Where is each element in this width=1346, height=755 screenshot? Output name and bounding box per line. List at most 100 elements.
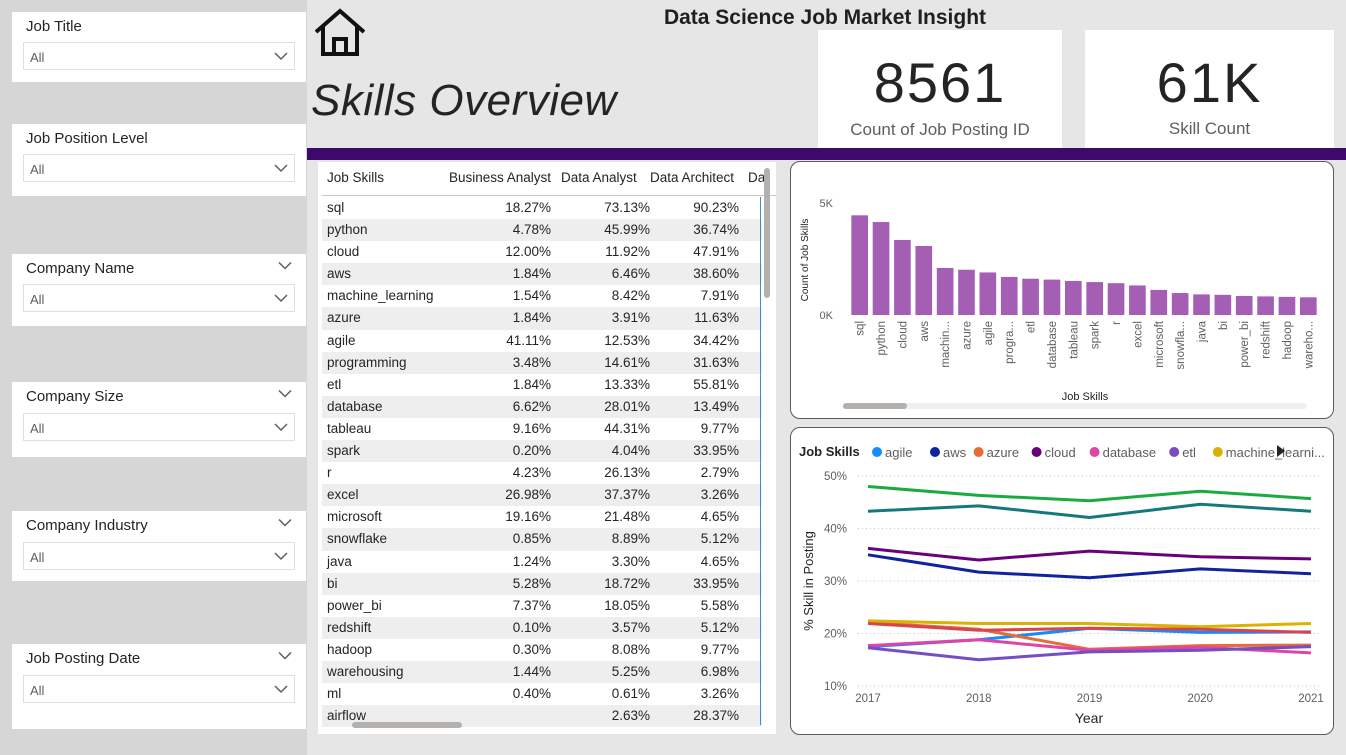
table-row[interactable]: ml 0.40% 0.61% 3.26% [322, 683, 762, 705]
table-row[interactable]: excel 26.98% 37.37% 3.26% [322, 484, 762, 507]
legend-item[interactable]: aws [943, 445, 967, 460]
slicer-company-size[interactable]: Company Size All [12, 382, 306, 457]
series-line[interactable] [867, 645, 1312, 662]
collapse-chevron-icon[interactable] [278, 260, 292, 272]
column-header[interactable]: Job Skills [327, 170, 385, 185]
job-posting-date-dropdown[interactable]: All [23, 675, 295, 703]
table-row[interactable]: python 4.78% 45.99% 36.74% [322, 219, 762, 242]
legend-item[interactable]: agile [885, 445, 912, 460]
collapse-chevron-icon[interactable] [278, 517, 292, 529]
table-row[interactable]: azure 1.84% 3.91% 11.63% [322, 307, 762, 330]
vertical-scrollbar[interactable] [764, 168, 770, 298]
bar[interactable] [1043, 279, 1061, 315]
company-industry-dropdown[interactable]: All [23, 542, 295, 570]
bar[interactable] [1214, 294, 1232, 315]
table-row[interactable]: redshift 0.10% 3.57% 5.12% [322, 616, 762, 639]
collapse-chevron-icon[interactable] [278, 650, 292, 662]
bar[interactable] [872, 222, 890, 315]
y-tick-label: 5K [820, 198, 834, 210]
bar[interactable] [979, 272, 997, 315]
series-line[interactable] [867, 485, 1312, 503]
table-row[interactable]: programming 3.48% 14.61% 31.63% [322, 351, 762, 374]
bar[interactable] [1235, 295, 1253, 315]
series-line[interactable] [867, 546, 1312, 562]
bar[interactable] [958, 269, 975, 315]
company-size-dropdown[interactable]: All [23, 413, 295, 441]
column-header[interactable]: Da [748, 170, 766, 185]
percentage-cell: 1.84% [512, 376, 551, 392]
legend-item[interactable]: database [1103, 445, 1157, 460]
slicer-job-title[interactable]: Job Title All [12, 12, 306, 82]
table-row[interactable]: spark 0.20% 4.04% 33.95% [322, 440, 762, 463]
table-row[interactable]: java 1.24% 3.30% 4.65% [322, 551, 762, 573]
table-row[interactable]: machine_learning 1.54% 8.42% 7.91% [322, 285, 762, 307]
bar[interactable] [1022, 278, 1039, 315]
series-line[interactable] [867, 619, 1312, 629]
legend-item[interactable]: etl [1182, 445, 1196, 460]
bar[interactable] [1257, 296, 1274, 315]
skill-count-bar-chart[interactable]: Count of Job Skills 0K 5K sql python cloud a… [790, 161, 1334, 419]
slicer-job-posting-date[interactable]: Job Posting Date All [12, 644, 306, 729]
table-row[interactable]: snowflake 0.85% 8.89% 5.12% [322, 528, 762, 551]
skill-name-cell: cloud [327, 244, 360, 260]
collapse-chevron-icon[interactable] [278, 388, 292, 400]
table-row[interactable]: warehousing 1.44% 5.25% 6.98% [322, 660, 762, 684]
column-header[interactable]: Business Analyst [449, 170, 552, 185]
table-row[interactable]: cloud 12.00% 11.92% 47.91% [322, 241, 762, 263]
bar[interactable] [894, 239, 911, 315]
bar[interactable] [915, 246, 933, 315]
skill-trend-line-chart[interactable]: Job Skills agile aws azure cloud database etl… [790, 427, 1334, 735]
legend-next-arrow-icon[interactable] [1277, 445, 1285, 457]
legend-item[interactable]: azure [987, 445, 1020, 460]
bar[interactable] [1193, 294, 1210, 315]
table-row[interactable]: etl 1.84% 13.33% 55.81% [322, 374, 762, 396]
bar[interactable] [936, 267, 954, 315]
column-header[interactable]: Data Analyst [561, 170, 637, 185]
y-tick-label: 0K [820, 310, 834, 322]
percentage-cell: 4.04% [611, 443, 650, 459]
legend-item[interactable]: machine_learni... [1226, 445, 1325, 460]
bar[interactable] [1129, 285, 1146, 315]
series-line[interactable] [867, 553, 1312, 580]
slicer-job-position-level[interactable]: Job Position Level All [12, 124, 306, 196]
home-icon[interactable] [312, 6, 368, 58]
table-row[interactable]: database 6.62% 28.01% 13.49% [322, 395, 762, 418]
skills-matrix-table[interactable]: Job Skills Business Analyst Data Analyst… [318, 162, 776, 734]
bar[interactable] [1150, 289, 1168, 315]
slicer-company-industry[interactable]: Company Industry All [12, 511, 306, 581]
bar[interactable] [851, 215, 869, 315]
table-row[interactable]: microsoft 19.16% 21.48% 4.65% [322, 506, 762, 528]
dashboard-title: Data Science Job Market Insight [663, 6, 987, 29]
table-row[interactable]: agile 41.11% 12.53% 34.42% [322, 330, 762, 352]
bar[interactable] [1000, 276, 1018, 315]
column-header[interactable]: Data Architect [650, 170, 735, 185]
job-title-dropdown[interactable]: All [23, 42, 295, 70]
slicer-company-name[interactable]: Company Name All [12, 254, 306, 326]
table-row[interactable]: bi 5.28% 18.72% 33.95% [322, 572, 762, 595]
table-row[interactable]: r 4.23% 26.13% 2.79% [322, 462, 762, 484]
skill-name-cell: warehousing [327, 663, 404, 679]
series-line[interactable] [867, 502, 1312, 519]
table-row[interactable]: hadoop 0.30% 8.08% 9.77% [322, 639, 762, 661]
table-row[interactable]: sql 18.27% 73.13% 90.23% [322, 197, 762, 219]
percentage-cell: 9.16% [512, 420, 551, 436]
bar[interactable] [1107, 283, 1125, 315]
table-row[interactable]: airflow 2.63% 28.37% [322, 705, 762, 728]
company-name-dropdown[interactable]: All [23, 284, 295, 312]
horizontal-scrollbar[interactable] [843, 403, 907, 409]
series-line[interactable] [867, 622, 1312, 634]
legend-item[interactable]: cloud [1045, 445, 1076, 460]
table-row[interactable]: aws 1.84% 6.46% 38.60% [322, 263, 762, 286]
y-tick-label: 30% [824, 576, 847, 588]
bar[interactable] [1299, 297, 1317, 315]
bar[interactable] [1171, 293, 1189, 315]
percentage-cell: 19.16% [505, 509, 551, 525]
horizontal-scrollbar[interactable] [352, 722, 462, 728]
bar[interactable] [1278, 296, 1296, 315]
table-row[interactable]: tableau 9.16% 44.31% 9.77% [322, 418, 762, 440]
job-position-level-dropdown[interactable]: All [23, 154, 295, 182]
bar[interactable] [1064, 280, 1082, 315]
table-row[interactable]: power_bi 7.37% 18.05% 5.58% [322, 595, 762, 617]
bar[interactable] [1086, 282, 1104, 315]
legend-marker [1031, 447, 1042, 457]
